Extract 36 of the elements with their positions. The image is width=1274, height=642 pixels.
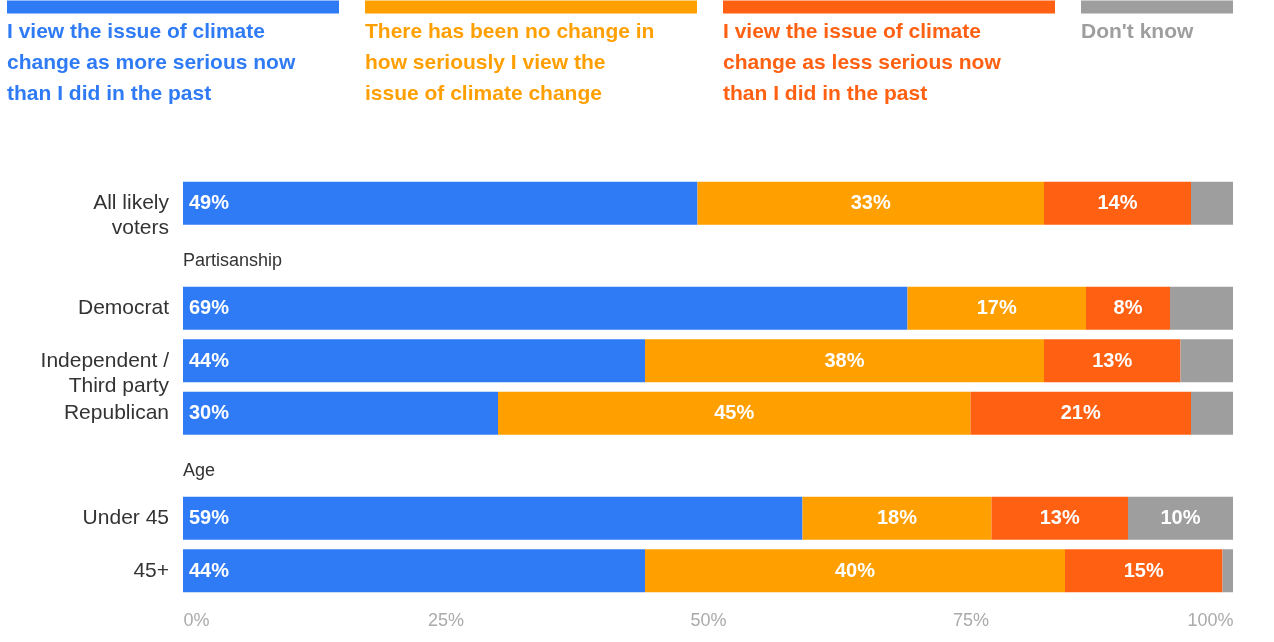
- data-label: 15%: [1123, 558, 1164, 581]
- x-tick-label: 25%: [427, 609, 465, 630]
- data-label: 40%: [834, 558, 876, 581]
- data-label: 44%: [189, 558, 230, 581]
- x-tick-label: 0%: [183, 609, 210, 630]
- y-tick-label: Partisanship: [183, 249, 283, 270]
- text: There has been no change in how seriously I view the issue of climate change: [365, 19, 655, 104]
- x-tick-label: 50%: [690, 609, 727, 630]
- data-label: 44%: [189, 348, 230, 371]
- y-tick-label: Under 45: [82, 505, 169, 529]
- text: I view the issue of climate change as less serious now than I did in the past: [723, 19, 1002, 104]
- data-label: 49%: [189, 191, 230, 214]
- y-tick-label: Democrat: [77, 295, 170, 319]
- data-label: 21%: [1060, 401, 1101, 424]
- data-label: 33%: [850, 191, 891, 214]
- data-label: 59%: [189, 506, 230, 529]
- data-label: 13%: [1092, 348, 1133, 371]
- x-tick-label: 75%: [952, 609, 990, 630]
- data-label: 13%: [1039, 506, 1080, 529]
- y-tick-label: Age: [183, 459, 216, 480]
- data-label: 18%: [876, 506, 918, 529]
- y-tick-label: Republican: [63, 400, 169, 424]
- y-tick-label: All likely voters: [93, 190, 170, 239]
- text: I view the issue of climate change as more serious now than I did in the past: [7, 19, 296, 104]
- data-label: 30%: [189, 401, 230, 424]
- data-label: 14%: [1097, 191, 1138, 214]
- data-label: 8%: [1113, 296, 1143, 319]
- text: Don't know: [1081, 19, 1194, 42]
- data-label: 69%: [189, 296, 230, 319]
- data-label: 10%: [1160, 506, 1201, 529]
- y-tick-label: Independent / Third party: [40, 347, 170, 396]
- data-label: 38%: [824, 348, 865, 371]
- data-label: 45%: [714, 401, 755, 424]
- y-tick-label: 45+: [133, 557, 169, 581]
- x-tick-label: 100%: [1187, 609, 1234, 630]
- data-label: 17%: [976, 296, 1017, 319]
